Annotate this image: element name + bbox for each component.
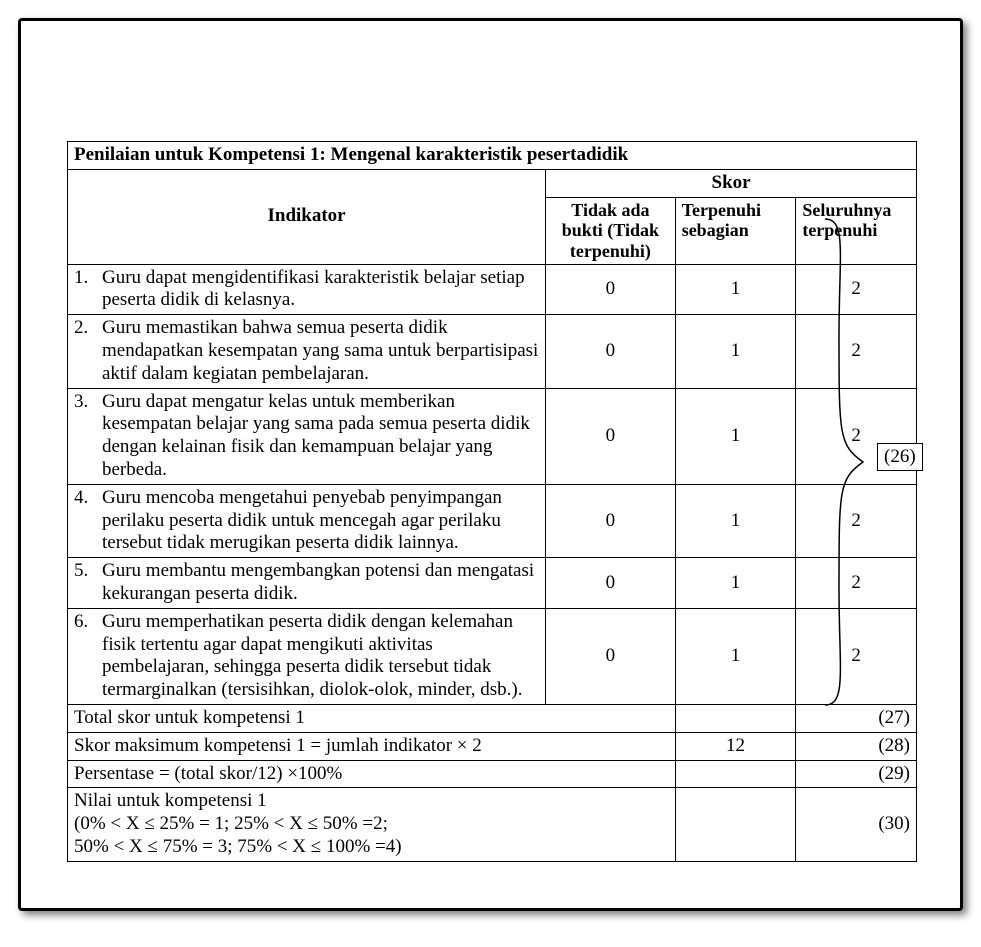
indicator-number: 5. — [74, 560, 102, 606]
indicator-row: 1. Guru dapat mengidentifikasi karakteri… — [68, 264, 917, 315]
score-2: 2 — [796, 484, 917, 557]
table-title: Penilaian untuk Kompetensi 1: Mengenal k… — [68, 142, 917, 170]
summary-label: Nilai untuk kompetensi 1 (0% < X ≤ 25% =… — [68, 788, 676, 861]
indicator-text: Guru dapat mengatur kelas untuk memberik… — [102, 391, 539, 482]
score-1: 1 — [675, 558, 796, 609]
summary-row-persentase: Persentase = (total skor/12) ×100% (29) — [68, 760, 917, 788]
indicator-number: 1. — [74, 267, 102, 313]
header-col-seluruhnya: Seluruhnya terpenuhi — [796, 197, 917, 264]
summary-label: Persentase = (total skor/12) ×100% — [68, 760, 676, 788]
indicator-cell: 1. Guru dapat mengidentifikasi karakteri… — [68, 264, 546, 315]
indicator-text: Guru membantu mengembangkan potensi dan … — [102, 560, 539, 606]
summary-right: (27) — [796, 705, 917, 733]
indicator-cell: 3. Guru dapat mengatur kelas untuk membe… — [68, 388, 546, 484]
header-row-1: Indikator Skor — [68, 169, 917, 197]
score-1: 1 — [675, 264, 796, 315]
note-26-box: (26) — [877, 443, 923, 471]
summary-row-total: Total skor untuk kompetensi 1 (27) — [68, 705, 917, 733]
score-0: 0 — [546, 558, 676, 609]
indicator-text: Guru dapat mengidentifikasi karakteristi… — [102, 267, 539, 313]
header-indikator: Indikator — [68, 169, 546, 264]
score-2: 2 — [796, 315, 917, 388]
summary-label: Skor maksimum kompetensi 1 = jumlah indi… — [68, 732, 676, 760]
assessment-table: Penilaian untuk Kompetensi 1: Mengenal k… — [67, 141, 917, 862]
indicator-number: 2. — [74, 317, 102, 385]
score-0: 0 — [546, 315, 676, 388]
summary-mid: 12 — [675, 732, 796, 760]
score-2: 2 — [796, 264, 917, 315]
indicator-cell: 6. Guru memperhatikan peserta didik deng… — [68, 608, 546, 704]
score-2: 2 — [796, 558, 917, 609]
score-1: 1 — [675, 484, 796, 557]
summary-label: Total skor untuk kompetensi 1 — [68, 705, 676, 733]
score-0: 0 — [546, 608, 676, 704]
indicator-number: 4. — [74, 487, 102, 555]
page-frame: Penilaian untuk Kompetensi 1: Mengenal k… — [18, 18, 963, 911]
summary-mid — [675, 788, 796, 861]
indicator-cell: 4. Guru mencoba mengetahui penyebab peny… — [68, 484, 546, 557]
score-1: 1 — [675, 315, 796, 388]
score-0: 0 — [546, 484, 676, 557]
header-col-tidak-ada: Tidak ada bukti (Tidak terpenuhi) — [546, 197, 676, 264]
indicator-number: 6. — [74, 611, 102, 702]
score-2: 2 — [796, 608, 917, 704]
summary-row-nilai: Nilai untuk kompetensi 1 (0% < X ≤ 25% =… — [68, 788, 917, 861]
summary-mid — [675, 760, 796, 788]
summary-mid — [675, 705, 796, 733]
indicator-row: 4. Guru mencoba mengetahui penyebab peny… — [68, 484, 917, 557]
score-0: 0 — [546, 388, 676, 484]
header-col-sebagian: Terpenuhi sebagian — [675, 197, 796, 264]
summary-right: (28) — [796, 732, 917, 760]
indicator-cell: 5. Guru membantu mengembangkan potensi d… — [68, 558, 546, 609]
indicator-row: 6. Guru memperhatikan peserta didik deng… — [68, 608, 917, 704]
indicator-row: 3. Guru dapat mengatur kelas untuk membe… — [68, 388, 917, 484]
score-1: 1 — [675, 388, 796, 484]
indicator-text: Guru memastikan bahwa semua peserta didi… — [102, 317, 539, 385]
indicator-text: Guru memperhatikan peserta didik dengan … — [102, 611, 539, 702]
table-container: Penilaian untuk Kompetensi 1: Mengenal k… — [67, 141, 917, 862]
table-title-row: Penilaian untuk Kompetensi 1: Mengenal k… — [68, 142, 917, 170]
indicator-text: Guru mencoba mengetahui penyebab penyimp… — [102, 487, 539, 555]
summary-row-max: Skor maksimum kompetensi 1 = jumlah indi… — [68, 732, 917, 760]
indicator-row: 2. Guru memastikan bahwa semua peserta d… — [68, 315, 917, 388]
score-0: 0 — [546, 264, 676, 315]
indicator-row: 5. Guru membantu mengembangkan potensi d… — [68, 558, 917, 609]
summary-right: (30) — [796, 788, 917, 861]
header-skor: Skor — [546, 169, 917, 197]
score-1: 1 — [675, 608, 796, 704]
indicator-number: 3. — [74, 391, 102, 482]
summary-right: (29) — [796, 760, 917, 788]
indicator-cell: 2. Guru memastikan bahwa semua peserta d… — [68, 315, 546, 388]
